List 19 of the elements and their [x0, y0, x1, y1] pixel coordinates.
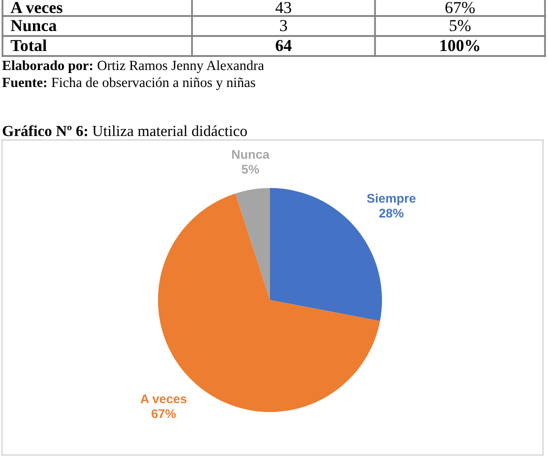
text: A veces: [10, 2, 62, 14]
text: 67%: [445, 2, 475, 14]
text: 43: [275, 2, 292, 14]
pie-slice: [235, 188, 270, 300]
text: 100%: [440, 40, 480, 52]
data-label: 67%: [152, 409, 176, 418]
text: 3: [280, 20, 288, 32]
chart-title: Gráfico Nº 6: Utiliza material didáctico: [2, 125, 247, 136]
slice-label: Nunca: [232, 150, 270, 159]
text: Total: [10, 39, 47, 52]
source-note: Fuente: Ficha de observación a niños y niñas: [2, 77, 256, 90]
text: Nunca: [10, 20, 57, 32]
slice-label: A veces: [140, 394, 187, 404]
slice-label: Siempre: [367, 194, 416, 206]
data-label: 5%: [242, 164, 260, 174]
text: 64: [276, 40, 292, 52]
data-label: 28%: [379, 208, 404, 218]
text: Elaborado por: Ortiz Ramos Jenny Alexandra: [2, 60, 264, 73]
text: 5%: [450, 20, 471, 32]
